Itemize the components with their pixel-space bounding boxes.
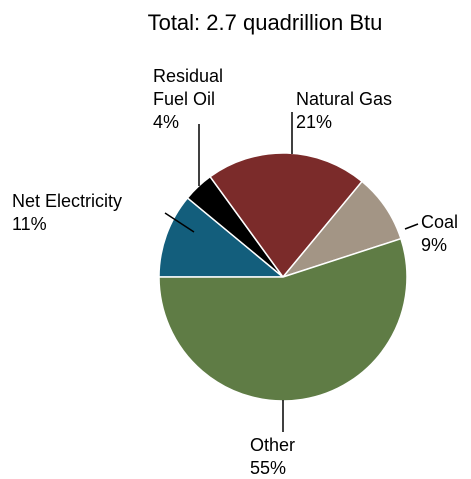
value-label: 21% <box>296 112 333 132</box>
category-label: Coal <box>421 212 459 232</box>
value-label: 11% <box>12 214 47 234</box>
slice-label: Net Electricity 11% <box>12 190 182 236</box>
chart-title: Total: 2.7 quadrillion Btu <box>147 10 383 35</box>
slice-label: Residual Fuel Oil 4% <box>153 65 253 134</box>
category-label: Natural Gas <box>296 89 393 109</box>
category-label: Net Electricity <box>12 191 123 211</box>
slice-label: Natural Gas 21% <box>296 88 446 134</box>
pie-slice <box>158 237 408 402</box>
pie-slice <box>209 152 364 279</box>
leader-line <box>164 212 195 233</box>
slice-label: Other 55% <box>250 434 330 479</box>
category-label: Residual Fuel Oil <box>153 66 224 109</box>
value-label: 4% <box>153 112 180 132</box>
slice-label: Coal 9% <box>421 211 471 257</box>
pie-slice <box>158 196 286 278</box>
value-label: 9% <box>421 235 448 255</box>
category-label: Other <box>250 435 296 455</box>
value-label: 55% <box>250 458 287 478</box>
leader-line <box>404 223 419 230</box>
